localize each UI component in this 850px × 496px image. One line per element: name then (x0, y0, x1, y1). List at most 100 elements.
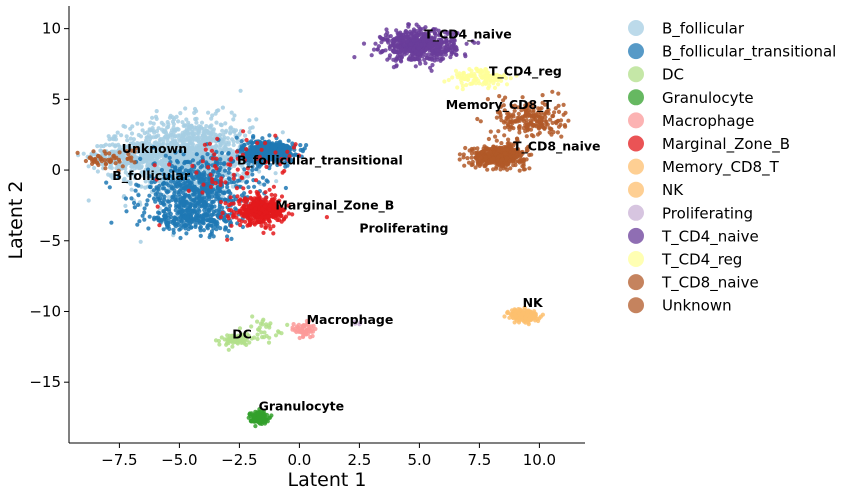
data-point (156, 126, 161, 131)
data-point (561, 102, 566, 107)
data-point (196, 146, 202, 151)
data-point (213, 111, 218, 116)
data-point (211, 209, 217, 214)
data-point (429, 49, 434, 54)
data-point (154, 185, 159, 190)
data-point (172, 117, 177, 122)
data-point (238, 88, 243, 93)
data-point (551, 113, 556, 119)
data-point (241, 171, 246, 176)
data-point (185, 216, 190, 221)
data-point (413, 64, 418, 69)
data-point (139, 164, 144, 169)
data-point (171, 122, 176, 127)
data-point (152, 130, 157, 135)
data-point (473, 165, 478, 170)
data-point (208, 135, 213, 140)
data-point (506, 114, 511, 119)
data-point (95, 144, 100, 149)
data-point (247, 118, 252, 123)
data-point (165, 135, 170, 140)
data-point (174, 154, 179, 159)
data-point (241, 186, 246, 191)
data-point (139, 170, 144, 175)
data-point (231, 142, 236, 148)
data-point (197, 124, 202, 129)
data-point (141, 152, 146, 157)
data-point (216, 193, 221, 198)
data-point (191, 155, 196, 160)
data-point (535, 132, 541, 137)
data-point (109, 220, 114, 225)
data-point (223, 156, 228, 161)
data-point (128, 141, 133, 146)
data-point (244, 180, 249, 185)
data-point (229, 236, 234, 241)
data-point (247, 129, 252, 135)
data-point (190, 127, 195, 132)
data-point (254, 178, 259, 183)
data-point (436, 52, 441, 57)
data-point (555, 130, 561, 135)
data-point (156, 169, 161, 174)
data-point (243, 133, 248, 138)
data-point (494, 138, 499, 143)
data-point (107, 137, 112, 142)
data-point (170, 136, 175, 141)
data-point (177, 188, 182, 193)
data-point (175, 144, 180, 149)
data-point (231, 176, 236, 181)
data-point (208, 172, 213, 177)
data-point (205, 226, 210, 231)
data-point (113, 161, 118, 166)
data-point (213, 223, 218, 228)
data-point (142, 131, 147, 136)
data-point (429, 56, 434, 61)
data-point (201, 182, 206, 187)
data-point (81, 151, 86, 156)
data-point (260, 136, 265, 141)
data-point (493, 134, 498, 139)
data-point (553, 119, 559, 125)
data-point (502, 133, 507, 138)
data-point (199, 120, 205, 125)
data-point (252, 196, 257, 201)
data-point (234, 135, 239, 140)
data-point (169, 132, 174, 137)
data-point (194, 120, 199, 125)
data-point (148, 136, 153, 142)
data-point (144, 145, 149, 150)
data-point (442, 79, 447, 84)
data-point (126, 173, 131, 178)
data-point (176, 197, 181, 202)
data-point (492, 85, 498, 90)
data-point (391, 39, 396, 44)
data-point (144, 202, 149, 207)
data-point (385, 57, 390, 62)
data-point (124, 134, 129, 139)
data-point (154, 150, 159, 155)
data-point (234, 186, 239, 191)
data-point (177, 203, 182, 209)
data-point (411, 38, 416, 43)
data-point (496, 162, 501, 167)
data-point (123, 124, 128, 129)
data-point (139, 149, 144, 154)
data-point (150, 126, 155, 131)
data-point (465, 74, 470, 79)
data-point (496, 129, 501, 134)
data-point (461, 71, 466, 76)
data-point (173, 141, 178, 146)
data-point (155, 190, 160, 196)
data-point (173, 224, 178, 229)
data-point (521, 157, 526, 162)
data-point (177, 219, 182, 224)
data-point (139, 122, 145, 127)
data-point (395, 45, 401, 50)
data-point (223, 147, 228, 152)
data-point (206, 130, 211, 135)
data-point (469, 155, 474, 160)
data-point (457, 152, 462, 157)
data-point (150, 115, 155, 120)
